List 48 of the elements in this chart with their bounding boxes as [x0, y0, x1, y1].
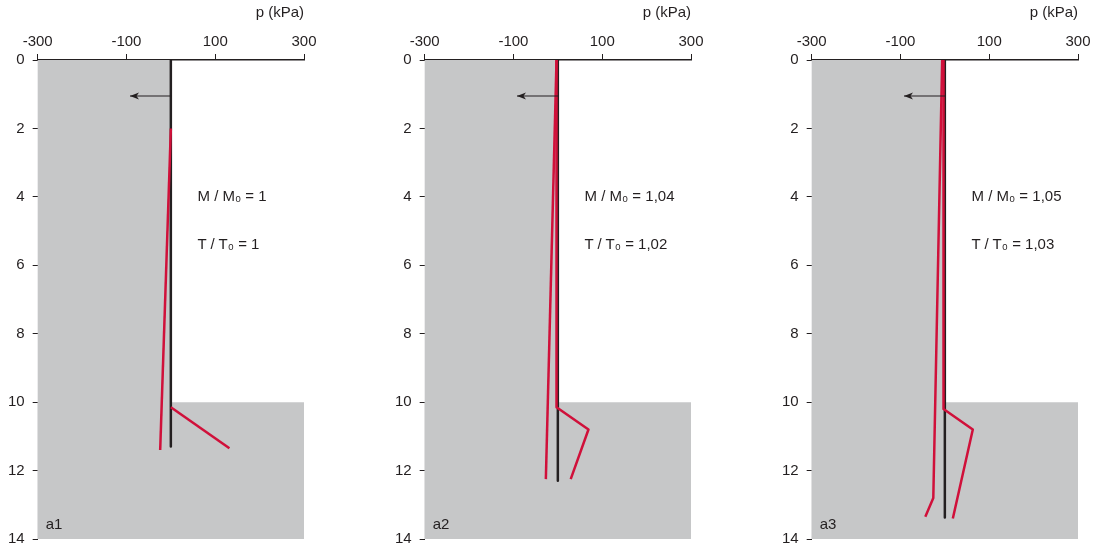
- y-tick-label: 8: [790, 323, 799, 341]
- annotation: T / T₀ = 1,02: [584, 234, 668, 252]
- x-tick-label: 100: [202, 32, 228, 50]
- y-tick-label: 12: [8, 460, 25, 478]
- x-tick-label: -100: [111, 32, 142, 50]
- y-tick-label: 0: [790, 50, 799, 68]
- x-tick-label: -300: [22, 32, 53, 50]
- annotation: T / T₀ = 1,03: [971, 234, 1055, 252]
- y-tick-label: 12: [782, 460, 799, 478]
- x-axis-title: p (kPa): [1029, 3, 1078, 21]
- y-tick-label: 8: [403, 323, 412, 341]
- annotation: a2: [432, 515, 450, 533]
- x-tick-label: -300: [796, 32, 827, 50]
- y-tick-label: 4: [403, 187, 412, 204]
- x-tick-label: 300: [678, 32, 704, 50]
- y-tick-label: 6: [16, 255, 25, 273]
- x-tick-label: -300: [409, 32, 440, 50]
- annotation: M / M₀ = 1,04: [584, 186, 675, 204]
- x-tick-label: -100: [885, 32, 916, 50]
- x-axis-title: p (kPa): [642, 3, 691, 21]
- x-tick-label: 100: [976, 32, 1002, 50]
- y-tick-label: 0: [403, 50, 412, 68]
- annotation: M / M₀ = 1,05: [971, 186, 1062, 204]
- annotation: T / T₀ = 1: [197, 234, 260, 252]
- y-tick-label: 6: [403, 255, 412, 273]
- y-tick-label: 14: [8, 529, 25, 547]
- y-tick-label: 2: [16, 118, 25, 136]
- y-tick-label: 4: [790, 187, 799, 204]
- y-tick-label: 0: [16, 50, 25, 68]
- y-tick-label: 10: [8, 392, 25, 410]
- y-tick-label: 2: [403, 118, 412, 136]
- x-tick-label: 300: [1065, 32, 1091, 50]
- y-tick-label: 14: [782, 529, 799, 547]
- annotation: M / M₀ = 1: [197, 186, 267, 204]
- y-tick-label: 2: [790, 118, 799, 136]
- x-tick-label: -100: [498, 32, 529, 50]
- y-tick-label: 8: [16, 323, 25, 341]
- y-tick-label: 4: [16, 187, 25, 204]
- y-tick-label: 12: [395, 460, 412, 478]
- annotation: a1: [45, 515, 63, 533]
- y-tick-label: 10: [782, 392, 799, 410]
- x-tick-label: 100: [589, 32, 615, 50]
- y-tick-label: 14: [395, 529, 412, 547]
- annotation: a3: [819, 515, 837, 533]
- x-tick-label: 300: [291, 32, 317, 50]
- y-tick-label: 10: [395, 392, 412, 410]
- y-tick-label: 6: [790, 255, 799, 273]
- x-axis-title: p (kPa): [255, 3, 304, 21]
